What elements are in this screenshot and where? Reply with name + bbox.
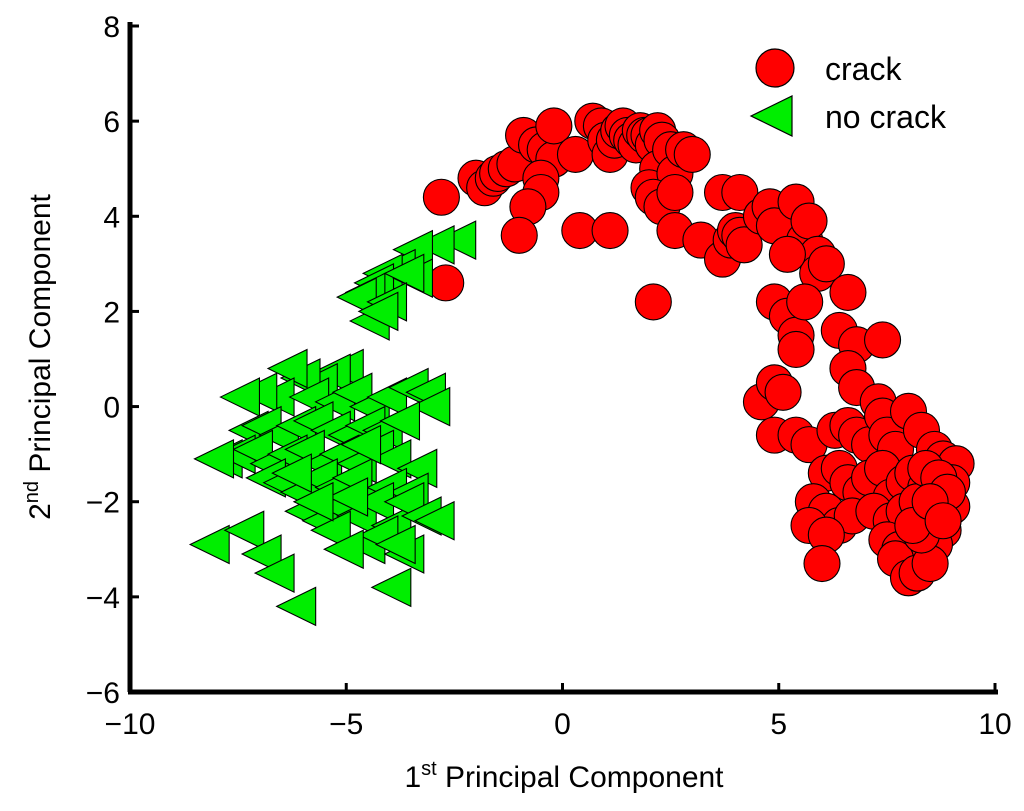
no-crack-point [322, 529, 364, 570]
y-tick-label: 4 [103, 201, 120, 234]
ticks: −10 −5 0 5 10 −6 −4 −2 0 2 4 6 8 [86, 11, 1012, 741]
no-crack-point [219, 377, 261, 417]
crack-point [591, 212, 629, 250]
x-tick-label: −10 [105, 708, 156, 741]
y-axis-title: 2nd Principal Component [21, 193, 57, 519]
crack-point [807, 245, 845, 283]
no-crack-point [327, 477, 369, 517]
crack-point [803, 545, 841, 583]
no-crack-point [223, 510, 265, 551]
no-crack-point [413, 224, 455, 265]
y-tick-label: −2 [86, 487, 120, 520]
y-tick-label: 2 [103, 296, 120, 329]
no-crack-point [240, 534, 282, 574]
y-tick-label: −4 [86, 582, 120, 615]
crack-point [634, 283, 672, 321]
legend-marker-no-crack [749, 95, 793, 137]
no-crack-point [275, 586, 317, 627]
crack-point [725, 226, 763, 264]
no-crack-point [379, 400, 421, 441]
crack-point [786, 283, 824, 321]
no-crack-point [292, 481, 334, 522]
no-crack-point [370, 567, 412, 608]
plot-area [188, 102, 975, 627]
y-tick-label: 0 [103, 392, 120, 425]
x-axis-title: 1st Principal Component [404, 758, 724, 794]
no-crack-point [271, 453, 312, 494]
no-crack-point [374, 524, 416, 565]
legend: crack no crack [749, 48, 947, 137]
no-crack-point [266, 348, 308, 389]
crack-point [500, 216, 538, 254]
x-tick-label: 0 [554, 708, 571, 741]
crack-point [863, 321, 902, 359]
x-tick-label: 5 [770, 708, 787, 741]
crack-point [427, 264, 465, 302]
no-crack-point [409, 386, 451, 427]
no-crack-point [413, 500, 455, 541]
no-crack-point [383, 253, 425, 294]
crack-point [777, 330, 815, 369]
no-crack-point [310, 510, 351, 551]
no-crack-point [340, 424, 382, 465]
legend-label-crack: crack [825, 51, 902, 87]
crack-point [673, 135, 711, 173]
crack-point [924, 502, 962, 540]
legend-marker-crack [755, 48, 795, 88]
crack-point [656, 173, 694, 212]
y-tick-label: 8 [103, 11, 120, 44]
crack-point [535, 107, 573, 145]
crack-point [422, 178, 460, 216]
y-tick-label: 6 [103, 106, 120, 139]
crack-point [829, 273, 867, 311]
no-crack-point [193, 439, 235, 479]
no-crack-point [357, 291, 399, 332]
y-tick-label: −6 [86, 677, 120, 710]
no-crack-point [188, 524, 230, 565]
legend-label-no-crack: no crack [825, 99, 947, 135]
crack-point [768, 235, 806, 273]
crack-point [790, 202, 828, 240]
x-tick-label: 10 [978, 708, 1011, 741]
crack-point [721, 173, 759, 212]
no-crack-point [253, 553, 295, 593]
no-crack-point [435, 220, 477, 260]
x-tick-label: −5 [329, 708, 363, 741]
crack-point [764, 373, 802, 411]
